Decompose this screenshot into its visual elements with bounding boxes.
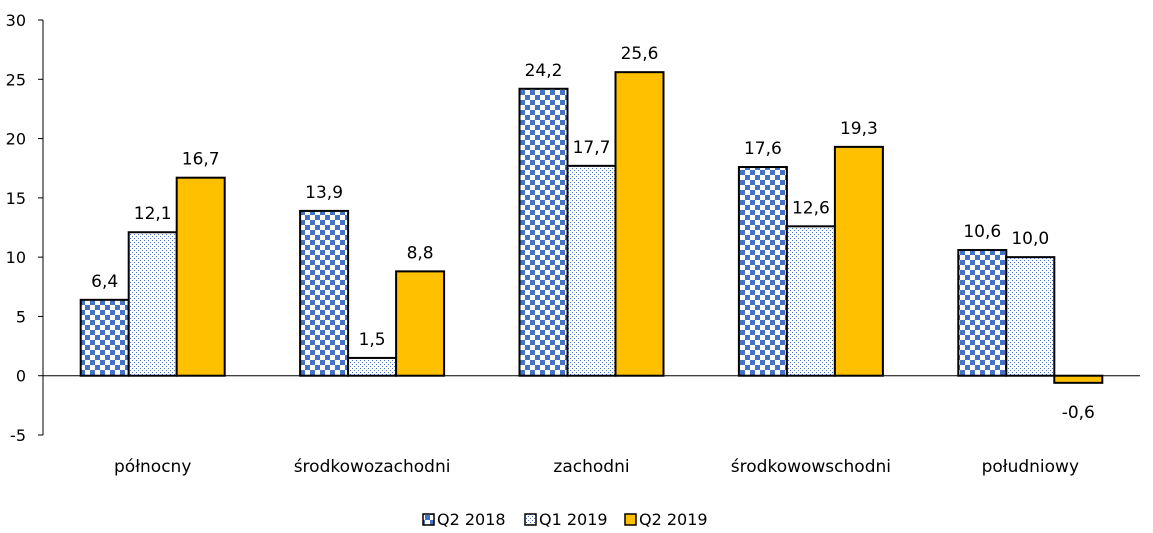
bar bbox=[518, 87, 569, 377]
bar bbox=[395, 270, 446, 377]
data-label: 17,6 bbox=[744, 139, 782, 159]
legend-swatch bbox=[422, 513, 435, 526]
bar bbox=[299, 209, 350, 377]
bar bbox=[1053, 374, 1104, 384]
y-tick-label: 10 bbox=[6, 248, 26, 267]
axes: -5 0 5 10 15 20 25 30 północny środkowozachodni za… bbox=[6, 11, 1140, 477]
data-label: 12,6 bbox=[792, 198, 830, 218]
data-label: 16,7 bbox=[182, 150, 220, 170]
category-label: środkowozachodni bbox=[294, 457, 451, 477]
bar bbox=[347, 356, 398, 377]
data-label: 19,3 bbox=[840, 119, 878, 139]
category-label: zachodni bbox=[553, 457, 629, 477]
category-label: północny bbox=[114, 457, 191, 477]
bar bbox=[737, 166, 788, 377]
category-label: środkowowschodni bbox=[731, 457, 891, 477]
bar bbox=[614, 71, 665, 377]
bar bbox=[127, 231, 178, 377]
data-label: 10,6 bbox=[963, 222, 1001, 242]
y-tick-label: 0 bbox=[16, 367, 26, 386]
bar bbox=[785, 225, 836, 377]
bar bbox=[566, 164, 617, 377]
y-tick-label: 30 bbox=[6, 11, 26, 30]
data-label: 12,1 bbox=[134, 204, 172, 224]
legend-swatch bbox=[524, 513, 537, 526]
bars bbox=[79, 71, 1104, 384]
bar bbox=[833, 145, 884, 377]
bar bbox=[957, 249, 1008, 377]
legend-label: Q2 2018 bbox=[437, 510, 506, 529]
legend-swatch bbox=[624, 513, 637, 526]
data-label: 8,8 bbox=[407, 243, 434, 263]
bar bbox=[175, 176, 226, 377]
data-label: 13,9 bbox=[305, 183, 343, 203]
legend-label: Q2 2019 bbox=[639, 510, 708, 529]
y-tick-label: 20 bbox=[6, 130, 26, 149]
category-label: południowy bbox=[982, 457, 1079, 477]
bar bbox=[1005, 256, 1056, 377]
y-tick-label: 15 bbox=[6, 189, 26, 208]
data-label: 6,4 bbox=[91, 272, 118, 292]
data-labels: 6,4 12,1 16,7 13,9 1,5 8,8 24,2 17,7 25,6 17,6 12,… bbox=[91, 44, 1095, 423]
y-tick-label: -5 bbox=[10, 426, 26, 445]
bar bbox=[79, 298, 130, 377]
y-tick-label: 5 bbox=[16, 307, 26, 326]
data-label: 1,5 bbox=[359, 330, 386, 350]
legend: Q2 2018 Q1 2019 Q2 2019 bbox=[422, 510, 708, 529]
data-label: 17,7 bbox=[573, 138, 611, 158]
data-label: -0,6 bbox=[1062, 403, 1095, 423]
y-tick-label: 25 bbox=[6, 70, 26, 89]
legend-label: Q1 2019 bbox=[539, 510, 608, 529]
data-label: 10,0 bbox=[1011, 229, 1049, 249]
data-label: 25,6 bbox=[621, 44, 659, 64]
data-label: 24,2 bbox=[525, 61, 563, 81]
